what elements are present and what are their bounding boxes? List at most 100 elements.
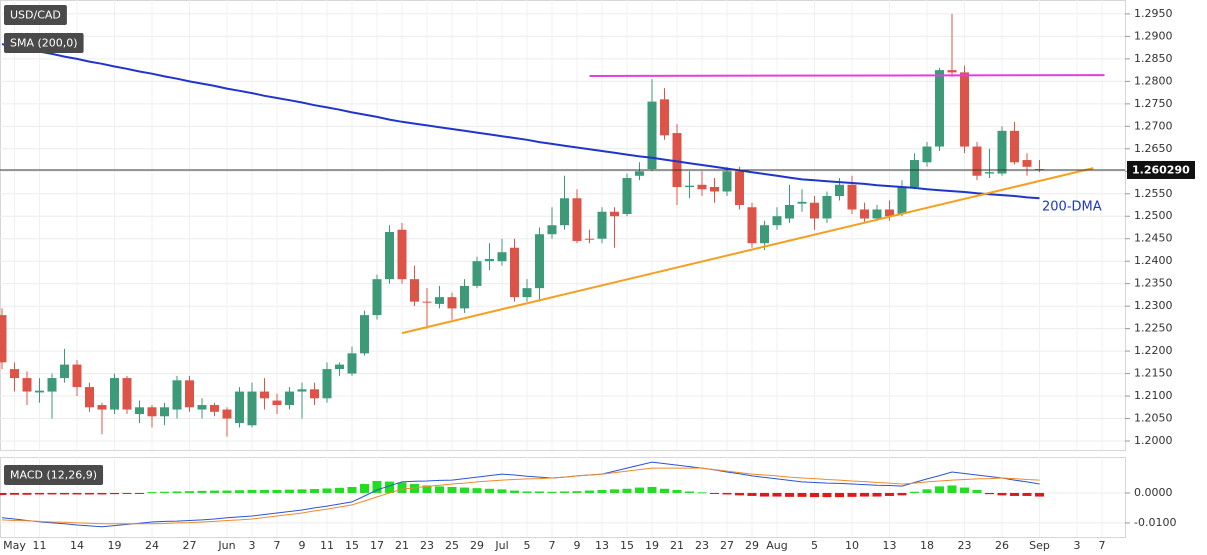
macd-histogram-bar [810,492,819,498]
macd-histogram-bar [260,489,269,493]
candle-body [610,211,619,217]
x-tick-label: 7 [549,539,556,552]
x-tick-label: 19 [108,539,122,552]
candle-body [247,391,257,426]
y-tick-label: 1.2350 [1134,277,1173,290]
y-tick-label: 1.2000 [1134,434,1173,447]
y-tick-label: 1.2300 [1134,299,1173,312]
candle-body [810,202,819,219]
macd-histogram-bar [272,489,282,493]
macd-histogram-bar [847,492,857,497]
candle-body [872,209,882,219]
macd-histogram-bar [822,492,832,498]
macd-histogram-bar [1035,492,1044,497]
macd-histogram-bar [160,491,169,493]
candle-body [685,185,694,188]
candle-body [472,261,482,286]
candle-body [997,130,1007,174]
candle-body [322,369,332,399]
macd-histogram-bar [1010,492,1019,496]
macd-histogram-bar [297,489,307,493]
y-tick-label: 1.2800 [1134,74,1173,87]
macd-histogram-bar [310,489,319,493]
x-tick-label: 29 [470,539,484,552]
candle-body [85,387,94,408]
macd-histogram-bar [235,490,244,493]
macd-histogram-bar [785,492,794,497]
macd-histogram-bar [547,491,557,493]
macd-histogram-bar [497,489,507,493]
grid [0,0,1125,537]
candle-body [22,378,32,392]
macd-histogram-bar [85,492,94,495]
macd-histogram-bar [472,488,482,493]
candle-body [1022,160,1032,167]
last-price-label: 1.260290 [1132,163,1190,176]
y-tick-label: 1.2150 [1134,367,1173,380]
macd-histogram-bar [510,490,519,493]
candle-body [822,196,832,219]
candle-body [347,353,357,374]
candle-body [447,297,457,309]
candle-body [897,187,907,214]
y-tick-label: 1.2200 [1134,344,1173,357]
macd-histogram-bar [872,492,882,497]
candle-body [485,258,494,262]
candle-body [147,407,157,417]
candle-body [760,225,769,244]
candle-body [660,99,669,136]
x-tick-label: 29 [745,539,759,552]
candle-body [735,171,744,205]
x-tick-label: 9 [299,539,306,552]
macd-histogram-bar [685,491,694,493]
y-tick-label: 1.2900 [1134,29,1173,42]
x-tick-label: 5 [811,539,818,552]
candle-body [0,315,7,363]
candle-body [160,407,169,417]
macd-histogram-bar [210,490,219,493]
macd-histogram-bar [410,483,419,493]
candle-body [635,171,644,176]
candle-body [985,172,994,174]
candle-body [597,211,607,239]
signal-line [1,467,1040,525]
x-tick-label: 15 [345,539,359,552]
macd-histogram-bar [947,485,957,493]
trendline [589,74,1105,77]
macd-histogram-bar [610,489,619,493]
macd-histogram-bar [347,486,357,493]
x-tick-label: 18 [920,539,934,552]
candle-body [185,380,194,408]
candle-body [722,171,732,192]
candle-body [622,178,632,214]
candle-body [885,209,894,217]
macd-histogram-bar [572,491,582,493]
candle-body [1010,130,1019,163]
macd-histogram-bar [622,488,632,493]
macd-histogram-bar [135,492,144,494]
candle-body [422,301,432,303]
sma-line [1,43,1040,200]
candle-body [460,285,469,309]
chart-title: USD/CAD [10,9,61,22]
candle-body [335,364,344,370]
last-price-box [1127,160,1195,179]
candle-body [585,238,594,240]
candle-body [260,391,269,399]
candle-body [10,369,19,379]
macd-histogram-bar [835,492,844,498]
macd-histogram-bar [147,492,157,494]
macd-histogram-bar [335,487,344,493]
candle-body [860,209,869,219]
x-tick-label: 3 [249,539,256,552]
x-tick-label: 25 [445,539,459,552]
candle-body [747,207,757,244]
macd-histogram-bar [72,492,82,495]
candle-body [560,198,569,226]
x-tick-label: Jun [217,539,235,552]
x-tick-label: 23 [958,539,972,552]
macd-title: MACD (12,26,9) [10,469,97,482]
macd-histogram-bar [447,486,457,493]
candle-body [235,391,244,424]
